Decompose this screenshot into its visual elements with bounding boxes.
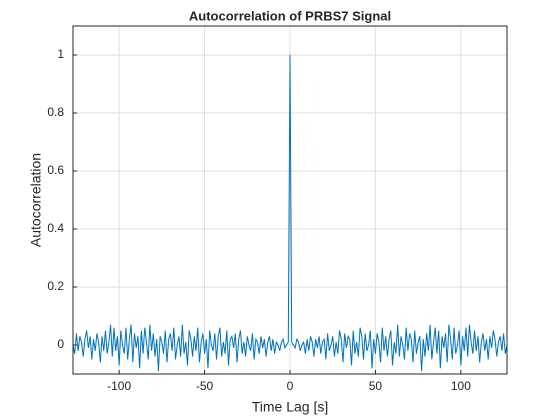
y-tick-label: 0.6 — [47, 163, 64, 177]
y-axis-label: Autocorrelation — [28, 153, 44, 247]
chart-title: Autocorrelation of PRBS7 Signal — [189, 8, 391, 23]
data-line — [72, 54, 508, 372]
y-tick-label: 0.4 — [47, 221, 64, 235]
x-axis-label: Time Lag [s] — [252, 399, 329, 415]
x-tick-label: 50 — [369, 379, 383, 393]
y-tick-label: 0 — [57, 337, 64, 351]
axes-box — [72, 25, 508, 375]
x-tick-label: -50 — [196, 379, 214, 393]
y-tick-label: 1 — [57, 47, 64, 61]
x-tick-label: 100 — [451, 379, 471, 393]
y-tick-label: 0.8 — [47, 105, 64, 119]
y-tick-label: 0.2 — [47, 279, 64, 293]
x-tick-label: 0 — [287, 379, 294, 393]
x-tick-label: -100 — [107, 379, 131, 393]
